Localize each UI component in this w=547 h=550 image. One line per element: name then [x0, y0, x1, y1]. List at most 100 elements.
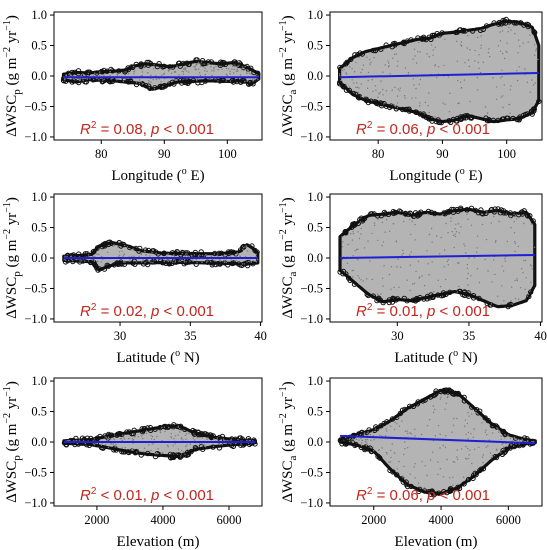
data-point: [436, 119, 442, 126]
label-part: p: [11, 271, 23, 277]
data-point: [252, 260, 254, 262]
data-point: [404, 430, 407, 433]
data-point: [490, 456, 493, 459]
data-point: [361, 68, 363, 71]
data-point: [350, 90, 357, 97]
data-point: [372, 446, 374, 448]
data-point: [225, 73, 228, 76]
data-point: [486, 434, 488, 436]
data-point: [133, 70, 136, 72]
data-point: [525, 22, 532, 28]
data-point: [393, 106, 399, 112]
data-point: [409, 264, 412, 266]
label-part: o: [453, 348, 458, 359]
data-point: [100, 444, 103, 446]
data-point: [389, 73, 391, 75]
data-point: [361, 215, 368, 222]
data-point: [105, 263, 112, 269]
data-point: [390, 288, 392, 290]
label-part: ,: [419, 487, 427, 504]
data-point: [414, 213, 421, 219]
data-point: [500, 303, 502, 306]
data-point: [141, 74, 143, 77]
data-point: [121, 447, 124, 449]
data-point: [404, 67, 407, 69]
data-point: [115, 443, 117, 446]
data-point: [359, 221, 362, 223]
data-point: [516, 438, 518, 440]
data-point: [372, 90, 374, 92]
label-part: −1: [2, 20, 13, 31]
data-point: [173, 255, 176, 257]
data-point: [210, 255, 213, 258]
label-part: = 0.06: [372, 121, 418, 138]
data-point: [121, 434, 124, 436]
data-point: [458, 206, 464, 213]
data-point: [477, 89, 479, 91]
data-point: [233, 68, 235, 71]
x-tick-label: 90: [158, 147, 171, 161]
data-point: [190, 427, 196, 434]
data-point: [537, 58, 539, 61]
data-point: [190, 254, 192, 256]
data-point: [403, 220, 405, 223]
data-point: [133, 260, 135, 262]
data-point: [217, 253, 219, 255]
data-point: [168, 455, 174, 461]
data-point: [504, 260, 506, 262]
data-point: [166, 258, 168, 261]
data-point: [430, 44, 433, 46]
data-point: [381, 100, 387, 107]
data-point: [385, 428, 387, 430]
data-point: [84, 260, 86, 262]
data-point: [392, 57, 394, 59]
data-point: [400, 266, 402, 268]
data-point: [186, 448, 189, 450]
data-point: [143, 66, 145, 69]
data-point: [513, 232, 516, 234]
data-point: [511, 440, 513, 442]
data-point: [462, 28, 468, 34]
data-point: [163, 73, 165, 76]
data-point: [464, 419, 467, 421]
data-point: [181, 253, 183, 255]
data-point: [147, 424, 154, 431]
data-point: [414, 435, 416, 437]
data-point: [110, 438, 112, 440]
data-point: [79, 260, 81, 262]
label-part: R: [356, 121, 367, 138]
data-point: [469, 49, 471, 51]
data-point: [533, 44, 536, 46]
data-point: [419, 105, 421, 107]
data-point: [407, 403, 413, 409]
data-point: [446, 208, 453, 215]
data-point: [511, 286, 513, 288]
stats-annotation: R2 < 0.01, p < 0.001: [80, 486, 214, 504]
data-point: [359, 433, 362, 436]
stats-annotation: R2 = 0.01, p < 0.001: [356, 302, 490, 320]
stats-annotation: R2 = 0.02, p < 0.001: [80, 302, 214, 320]
data-point: [476, 268, 479, 270]
data-point: [167, 446, 169, 448]
data-point: [474, 49, 476, 52]
data-point: [194, 68, 196, 70]
data-point: [390, 210, 397, 217]
data-point: [455, 484, 461, 490]
data-point: [393, 428, 396, 431]
data-point: [348, 440, 351, 443]
data-point: [111, 447, 117, 453]
data-point: [116, 68, 122, 74]
x-tick-label: 6000: [496, 513, 521, 527]
data-point: [475, 412, 477, 414]
label-part: yr: [280, 397, 296, 413]
data-point: [186, 444, 188, 446]
data-point: [199, 58, 206, 64]
data-point: [524, 68, 526, 70]
data-point: [76, 258, 78, 261]
data-point: [204, 444, 206, 446]
data-point: [99, 68, 105, 75]
data-point: [458, 232, 460, 234]
data-point: [467, 257, 470, 259]
data-point: [403, 106, 409, 113]
y-tick-label: 0.5: [307, 39, 323, 53]
